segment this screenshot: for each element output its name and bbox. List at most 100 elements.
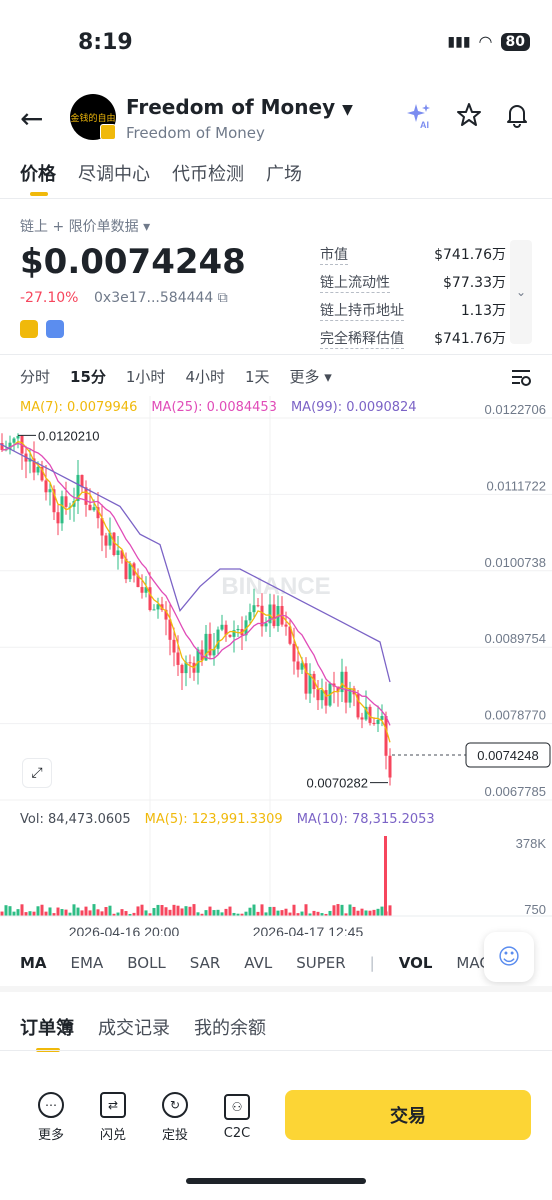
- trade-button[interactable]: 交易: [285, 1090, 531, 1140]
- tf-line[interactable]: 分时: [20, 368, 51, 386]
- tab-token-check[interactable]: 代币检测: [172, 164, 244, 185]
- volume-bar-spike: [384, 836, 387, 916]
- tf-more[interactable]: 更多 ▾: [289, 368, 332, 386]
- current-price: $0.0074248: [20, 242, 246, 282]
- bottom-more[interactable]: ⋯ 更多: [20, 1091, 82, 1143]
- ind-ma[interactable]: MA: [20, 954, 47, 972]
- volume-bar: [20, 904, 24, 916]
- stat-market-cap: 市值 $741.76万: [320, 240, 506, 268]
- shield-icon[interactable]: [46, 320, 64, 338]
- tab-square[interactable]: 广场: [266, 164, 302, 185]
- stats-expand-chevron-icon[interactable]: ⌄: [510, 240, 532, 344]
- volume-bar: [184, 906, 188, 916]
- candle-body: [216, 629, 220, 649]
- volume-bar: [228, 906, 232, 916]
- home-indicator: [186, 1178, 366, 1184]
- volume-bar: [352, 906, 356, 916]
- candle-body: [84, 487, 88, 505]
- volume-bar: [72, 904, 76, 916]
- candle-body: [228, 634, 232, 637]
- volume-bar: [96, 909, 100, 916]
- bottom-convert[interactable]: ⇄ 闪兑: [82, 1091, 144, 1143]
- candle-body: [284, 624, 288, 627]
- candle-body: [40, 466, 44, 481]
- candle-body: [364, 706, 368, 720]
- bottom-more-label: 更多: [37, 1127, 64, 1143]
- chart-grid: [0, 396, 552, 916]
- chart-settings-icon[interactable]: [510, 366, 532, 388]
- volume-bar: [28, 911, 32, 916]
- tf-1h[interactable]: 1小时: [125, 368, 166, 386]
- x-tick-label: 2026-04-17 12:45: [253, 924, 364, 936]
- tab-due-diligence[interactable]: 尽调中心: [78, 164, 150, 185]
- volume-bar: [24, 912, 28, 916]
- volume-bar: [92, 904, 96, 916]
- candle-body: [156, 604, 160, 610]
- volume-bar: [260, 904, 264, 916]
- volume-bar: [76, 907, 80, 916]
- volume-bar: [56, 907, 60, 916]
- ind-ema[interactable]: EMA: [70, 954, 104, 972]
- ind-super[interactable]: SUPER: [296, 954, 346, 972]
- tf-1d[interactable]: 1天: [244, 368, 270, 386]
- data-source-select[interactable]: 链上 + 限价单数据 ▾: [20, 219, 151, 235]
- volume-bar: [280, 910, 284, 916]
- current-price-tag: [465, 742, 551, 768]
- tf-4h[interactable]: 4小时: [185, 368, 225, 386]
- bell-icon[interactable]: [504, 102, 530, 128]
- candle-body: [272, 604, 276, 627]
- tf-15m[interactable]: 15分: [70, 368, 106, 386]
- back-icon[interactable]: ←: [20, 102, 44, 135]
- ind-sar[interactable]: SAR: [189, 954, 221, 972]
- y-tick-label: 0.0111722: [486, 478, 546, 493]
- volume-bar: [236, 913, 240, 916]
- volume-bar: [188, 906, 192, 916]
- star-icon[interactable]: [456, 102, 482, 128]
- tab-trade-history[interactable]: 成交记录: [98, 1018, 170, 1039]
- volume-bar: [64, 909, 68, 916]
- candle-body: [76, 474, 80, 502]
- candle-body: [232, 630, 236, 637]
- volume-bar: [208, 906, 212, 916]
- volume-bar: [148, 913, 152, 916]
- y-tick-label: 0.0089754: [485, 631, 546, 646]
- candle-body: [204, 633, 208, 661]
- candle-body: [372, 722, 376, 725]
- more-dots-icon: ⋯: [38, 1091, 64, 1118]
- vol-ma5-label: MA(5): 123,991.3309: [144, 812, 283, 827]
- token-title[interactable]: Freedom of Money ▼: [126, 95, 353, 119]
- stat-value: $741.76万: [434, 331, 506, 347]
- bottom-auto-invest[interactable]: ↻ 定投: [144, 1091, 206, 1143]
- candle-body: [308, 673, 312, 694]
- bnb-chain-icon[interactable]: [20, 320, 38, 338]
- ai-assistant-bot-icon[interactable]: ☺: [484, 932, 534, 982]
- fullscreen-expand-icon[interactable]: ⤢: [22, 758, 52, 788]
- volume-bar: [344, 913, 348, 916]
- volume-bar: [176, 905, 180, 916]
- ai-sparkle-icon[interactable]: AI: [406, 102, 434, 130]
- candle-body: [148, 587, 152, 611]
- volume-bar: [68, 912, 72, 916]
- volume-bar: [248, 907, 252, 916]
- y-axis-labels: 0.0122706 0.0111722 0.0100738 0.0089754 0.00…: [485, 402, 546, 799]
- ind-boll[interactable]: BOLL: [127, 954, 166, 972]
- ind-vol[interactable]: VOL: [398, 954, 433, 972]
- tab-order-book[interactable]: 订单簿: [20, 1014, 74, 1052]
- price-chart[interactable]: BINANCE 0.0122706 0.0111722 0.0100738 0.008…: [0, 396, 552, 936]
- candle-body: [288, 626, 292, 644]
- candle-body: [252, 605, 256, 613]
- main-tabs: 价格 尽调中心 代币检测 广场: [20, 160, 302, 196]
- bottom-c2c[interactable]: ⚇ C2C: [206, 1093, 268, 1141]
- tab-my-balance[interactable]: 我的余额: [194, 1018, 266, 1039]
- candle-body: [212, 648, 216, 656]
- candle-body: [264, 623, 268, 627]
- candle-body: [336, 686, 340, 693]
- contract-address[interactable]: 0x3e17...584444 ⧉: [94, 290, 228, 306]
- token-title-text: Freedom of Money: [126, 95, 336, 119]
- candle-body: [96, 507, 100, 519]
- ma25-label: MA(25): 0.0084453: [151, 400, 277, 415]
- tab-price[interactable]: 价格: [20, 160, 56, 196]
- volume-bar: [84, 906, 88, 916]
- status-time: 8:19: [78, 30, 133, 55]
- ind-avl[interactable]: AVL: [244, 954, 273, 972]
